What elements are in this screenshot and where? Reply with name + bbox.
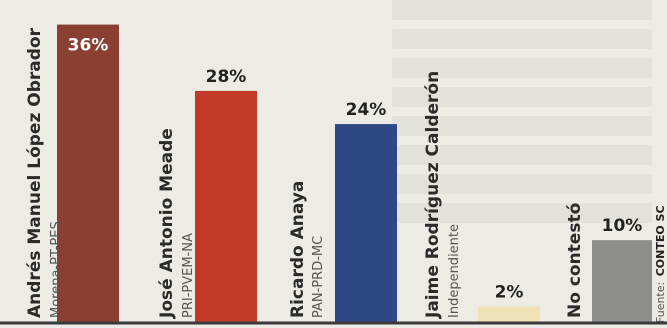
candidate-name-label: Ricardo Anaya [288,181,308,318]
value-label: 24% [346,100,387,120]
background-text-line [392,58,652,78]
background-text-line [392,87,652,107]
bars-group [57,24,652,323]
background-text-line [392,116,652,136]
bar-5 [592,240,652,323]
value-label: 10% [602,216,643,236]
bar-4 [478,306,540,323]
value-label: 28% [206,67,247,87]
background-text-line [392,29,652,49]
party-label: Independiente [447,224,462,318]
candidate-name-label: Andrés Manuel López Obrador [25,27,45,318]
background-article-text [392,0,652,300]
value-label: 2% [495,282,524,302]
party-label: PAN-PRD-MC [311,236,326,318]
background-text-line [392,174,652,194]
background-text-line [392,145,652,165]
candidate-name-label: No contestó [565,203,585,318]
candidate-name-label: Jaime Rodríguez Calderón [423,71,443,319]
source-name: CONTEO SC [654,205,667,276]
bar-3 [335,124,397,323]
background-text-line [392,203,652,223]
source-credit: Fuente: CONTEO SC [654,205,667,323]
bar-1 [57,24,119,323]
candidate-name-label: José Antonio Meade [157,128,177,319]
background-text-line [392,0,652,20]
source-label: Fuente: [654,282,667,323]
party-label: Morena-PT-PES [49,221,64,318]
bar-2 [195,90,257,323]
labels-group: 36% Andrés Manuel López Obrador Morena-PT-… [25,27,642,319]
value-label: 36% [68,36,109,56]
party-label: PRI-PVEM-NA [181,233,196,318]
